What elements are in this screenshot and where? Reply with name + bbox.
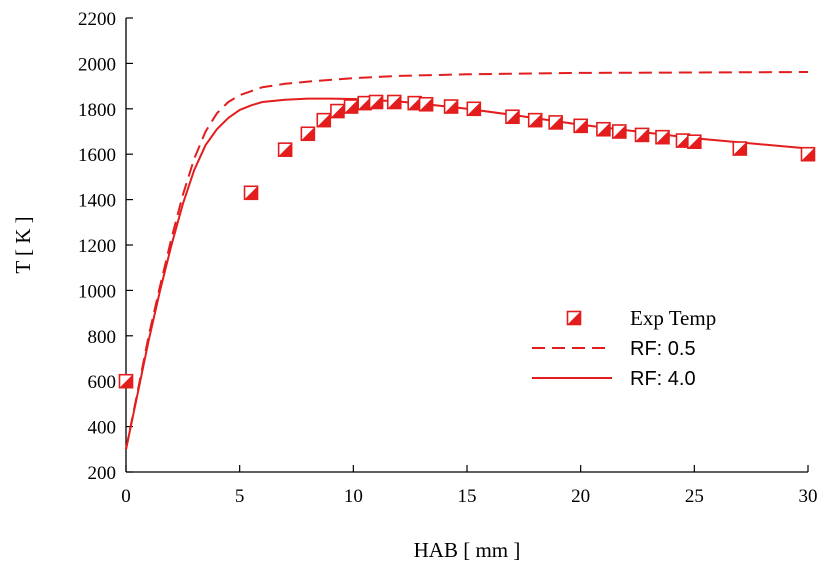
marker-fill — [244, 186, 258, 200]
x-tick-label: 20 — [571, 486, 590, 507]
data-point — [732, 141, 748, 156]
marker-fill — [596, 122, 610, 136]
marker-fill — [467, 102, 481, 116]
data-point — [443, 99, 459, 114]
x-tick-label: 25 — [685, 486, 704, 507]
y-tick-label: 2200 — [78, 9, 116, 30]
series-markers — [118, 94, 816, 389]
data-point — [655, 129, 670, 145]
y-tick-label: 1800 — [78, 100, 116, 121]
marker-fill — [676, 134, 690, 148]
data-point — [277, 142, 293, 157]
data-point — [800, 146, 816, 162]
legend-label-rf-4-0: RF: 4.0 — [630, 368, 696, 390]
marker-fill — [444, 100, 458, 114]
data-point — [687, 134, 702, 150]
data-point — [596, 121, 611, 137]
x-tick-label: 30 — [799, 486, 818, 507]
y-axis: 200 400 600 800 1000 1200 1400 1600 1800 2000 2200 — [78, 9, 133, 484]
data-point — [612, 124, 627, 139]
legend-symbols — [532, 310, 612, 379]
y-tick-label: 1400 — [78, 191, 116, 212]
marker-fill — [528, 113, 542, 127]
data-point — [300, 126, 316, 142]
data-point — [466, 101, 482, 117]
data-point — [418, 96, 434, 112]
marker-fill — [358, 96, 372, 110]
data-point — [505, 109, 520, 125]
plot-frame — [125, 18, 808, 473]
marker-fill — [330, 104, 344, 118]
y-tick-label: 1600 — [78, 145, 116, 166]
marker-fill — [301, 127, 315, 141]
marker-fill — [505, 110, 519, 124]
y-tick-label: 200 — [88, 463, 117, 484]
y-tick-label: 600 — [88, 372, 117, 393]
series-line-rf-4-0 — [125, 97, 809, 450]
data-point — [634, 127, 650, 143]
y-tick-label: 400 — [88, 418, 117, 439]
marker-fill — [635, 128, 649, 142]
data-point — [527, 112, 543, 128]
x-tick-label: 15 — [458, 486, 477, 507]
marker-fill — [612, 125, 626, 138]
data-point — [573, 118, 588, 134]
marker-fill — [408, 96, 422, 110]
series-line-rf-0-5 — [125, 71, 809, 450]
marker-fill — [801, 147, 815, 161]
marker-fill — [549, 115, 563, 129]
y-tick-label: 800 — [88, 327, 117, 348]
y-tick-label: 1200 — [78, 236, 116, 257]
legend: Exp Temp RF: 0.5 RF: 4.0 — [532, 306, 716, 390]
marker-fill — [369, 95, 383, 109]
marker-fill — [278, 143, 292, 157]
marker-fill — [733, 142, 747, 156]
data-point — [118, 373, 134, 389]
marker-fill — [419, 97, 433, 111]
y-axis-title: T [ K ] — [11, 216, 35, 273]
marker-fill — [656, 130, 670, 144]
marker-fill — [119, 374, 133, 388]
legend-marker-exp-temp — [566, 310, 582, 326]
x-tick-label: 5 — [235, 486, 245, 507]
marker-fill — [687, 135, 701, 149]
data-point — [368, 94, 384, 110]
marker-fill — [317, 113, 331, 127]
x-axis: 0 5 10 15 20 25 30 — [121, 465, 818, 507]
data-point — [386, 94, 402, 110]
legend-label-rf-0-5: RF: 0.5 — [630, 338, 696, 360]
marker-fill — [567, 311, 581, 325]
marker-fill — [387, 95, 401, 109]
data-point — [243, 185, 259, 201]
data-point — [343, 99, 359, 114]
legend-label-exp-temp: Exp Temp — [630, 306, 716, 330]
y-tick-label: 1000 — [78, 281, 116, 302]
x-tick-label: 0 — [121, 486, 131, 507]
y-tick-label: 2000 — [78, 54, 116, 75]
x-tick-label: 10 — [344, 486, 363, 507]
marker-fill — [344, 100, 358, 114]
data-point — [330, 103, 345, 119]
x-axis-title: HAB [ mm ] — [414, 538, 521, 562]
data-point — [316, 112, 332, 128]
marker-fill — [574, 119, 588, 133]
series-lines — [125, 71, 809, 450]
data-point — [548, 115, 563, 130]
